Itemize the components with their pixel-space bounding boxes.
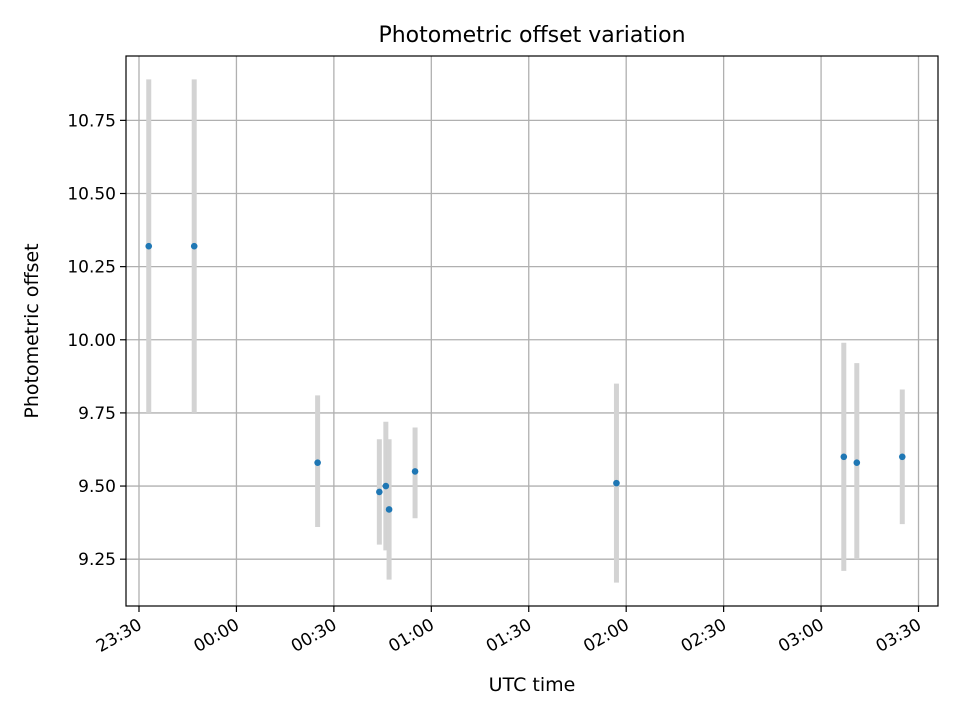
data-point [314,459,321,466]
data-point [840,453,848,461]
y-tick-label: 10.00 [67,331,116,351]
y-tick-label: 10.75 [67,111,116,131]
data-point [376,488,383,496]
y-tick-label: 9.75 [78,404,116,424]
y-tick-label: 9.50 [78,477,116,497]
data-point [411,468,419,475]
y-tick-label: 10.50 [67,185,116,205]
data-point [382,482,390,490]
data-point [145,242,153,250]
y-axis-ticks: 9.25 9.50 9.75 10.00 10.25 10.50 10.75 [67,111,126,570]
y-tick-label: 9.25 [78,550,116,570]
y-tick-label: 10.25 [67,258,116,278]
data-point [385,506,393,513]
data-point [190,242,198,250]
x-axis-label: UTC time [489,674,576,696]
data-point [853,459,861,466]
data-point [613,479,620,487]
chart-title: Photometric offset variation [378,23,685,48]
data-points [145,242,906,513]
data-point [898,453,906,461]
grid [126,56,938,606]
plot-frame [125,55,939,607]
y-axis-label: Photometric offset [21,243,43,418]
